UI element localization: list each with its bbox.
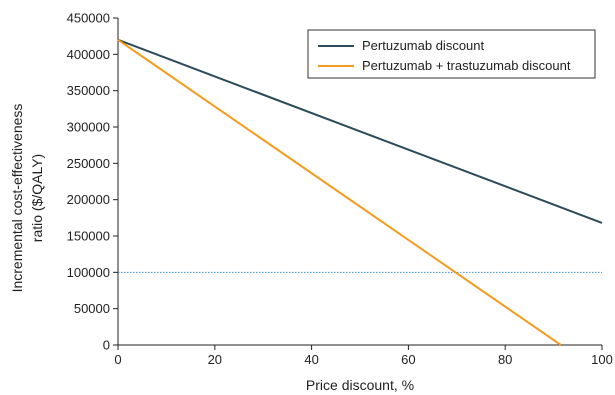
y-tick-label: 300000 xyxy=(67,120,110,135)
x-tick-label: 20 xyxy=(208,352,222,367)
y-axis-title-line-2: ratio ($/QALY) xyxy=(29,154,45,242)
y-tick-label: 150000 xyxy=(67,229,110,244)
y-tick-label: 50000 xyxy=(74,301,110,316)
y-tick-label: 350000 xyxy=(67,83,110,98)
y-tick-label: 100000 xyxy=(67,265,110,280)
legend-label-pertuzumab: Pertuzumab discount xyxy=(362,38,485,53)
y-tick-label: 250000 xyxy=(67,156,110,171)
y-axis-ticks: 0 50000 100000 150000 200000 250000 300000 3500… xyxy=(67,11,118,353)
y-tick-label: 450000 xyxy=(67,11,110,26)
x-tick-label: 60 xyxy=(401,352,415,367)
x-axis-ticks: 0 20 40 60 80 100 xyxy=(114,345,613,367)
y-tick-label: 200000 xyxy=(67,192,110,207)
y-tick-label: 400000 xyxy=(67,47,110,62)
series-line-1 xyxy=(117,38,562,346)
x-tick-label: 40 xyxy=(304,352,318,367)
legend: Pertuzumab discount Pertuzumab + trastuz… xyxy=(307,29,596,79)
series-lines xyxy=(117,38,603,346)
legend-box xyxy=(307,29,596,79)
legend-label-pertuzumab-trastuzumab: Pertuzumab + trastuzumab discount xyxy=(362,58,571,73)
series-line-0 xyxy=(117,38,603,224)
x-tick-label: 100 xyxy=(591,352,613,367)
y-axis-title-line-1: Incremental cost-effectiveness xyxy=(9,104,25,293)
y-tick-label: 0 xyxy=(103,338,110,353)
x-axis-title: Price discount, % xyxy=(306,377,414,393)
x-tick-label: 0 xyxy=(114,352,121,367)
x-tick-label: 80 xyxy=(498,352,512,367)
